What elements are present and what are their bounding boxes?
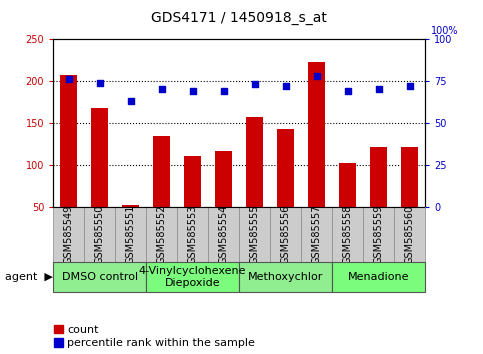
Point (375, 87, 383, 92)
Bar (153, 137, 170, 207)
Text: GSM585556: GSM585556 (281, 205, 291, 264)
Text: DMSO control: DMSO control (61, 272, 138, 282)
Text: Menadione: Menadione (348, 272, 409, 282)
Bar (332, 262, 425, 292)
Text: GSM585559: GSM585559 (373, 205, 384, 264)
Text: agent  ▶: agent ▶ (5, 272, 53, 282)
Legend: count, percentile rank within the sample: count, percentile rank within the sample (54, 325, 255, 348)
Point (313, 73, 320, 79)
Bar (208, 207, 239, 262)
Bar (146, 207, 177, 262)
Bar (394, 207, 425, 262)
Bar (91, 108, 108, 207)
Bar (177, 207, 208, 262)
Bar (277, 129, 294, 207)
Text: GSM585560: GSM585560 (405, 205, 414, 264)
Point (96, 80, 103, 86)
Point (127, 98, 134, 104)
Bar (239, 207, 270, 262)
Bar (84, 207, 115, 262)
Bar (122, 205, 139, 207)
Bar (239, 262, 332, 292)
Bar (115, 207, 146, 262)
Text: GSM585553: GSM585553 (187, 205, 198, 264)
Text: GSM585557: GSM585557 (312, 205, 322, 264)
Text: GDS4171 / 1450918_s_at: GDS4171 / 1450918_s_at (151, 11, 327, 25)
Text: GSM585555: GSM585555 (250, 205, 259, 264)
Bar (401, 147, 418, 207)
Text: GSM585550: GSM585550 (95, 205, 105, 264)
Text: GSM585551: GSM585551 (126, 205, 136, 264)
Text: GSM585558: GSM585558 (342, 205, 353, 264)
Bar (301, 207, 332, 262)
Bar (332, 207, 363, 262)
Point (220, 88, 227, 94)
Text: GSM585552: GSM585552 (156, 205, 167, 264)
Text: 4-Vinylcyclohexene
Diepoxide: 4-Vinylcyclohexene Diepoxide (139, 266, 246, 288)
Bar (53, 207, 84, 262)
Bar (363, 207, 394, 262)
Bar (146, 262, 239, 292)
Point (65, 76, 72, 82)
Bar (53, 262, 146, 292)
Bar (270, 207, 301, 262)
Text: 100%: 100% (431, 26, 458, 36)
Point (282, 83, 289, 89)
Bar (370, 147, 387, 207)
Bar (246, 117, 263, 207)
Text: GSM585554: GSM585554 (219, 205, 228, 264)
Bar (60, 75, 77, 207)
Text: Methoxychlor: Methoxychlor (248, 272, 323, 282)
Bar (308, 63, 325, 207)
Point (344, 88, 352, 94)
Bar (215, 151, 232, 207)
Bar (339, 164, 356, 207)
Point (406, 83, 413, 89)
Text: GSM585549: GSM585549 (64, 205, 73, 264)
Point (189, 88, 197, 94)
Point (158, 87, 166, 92)
Bar (184, 156, 201, 207)
Point (251, 81, 258, 87)
